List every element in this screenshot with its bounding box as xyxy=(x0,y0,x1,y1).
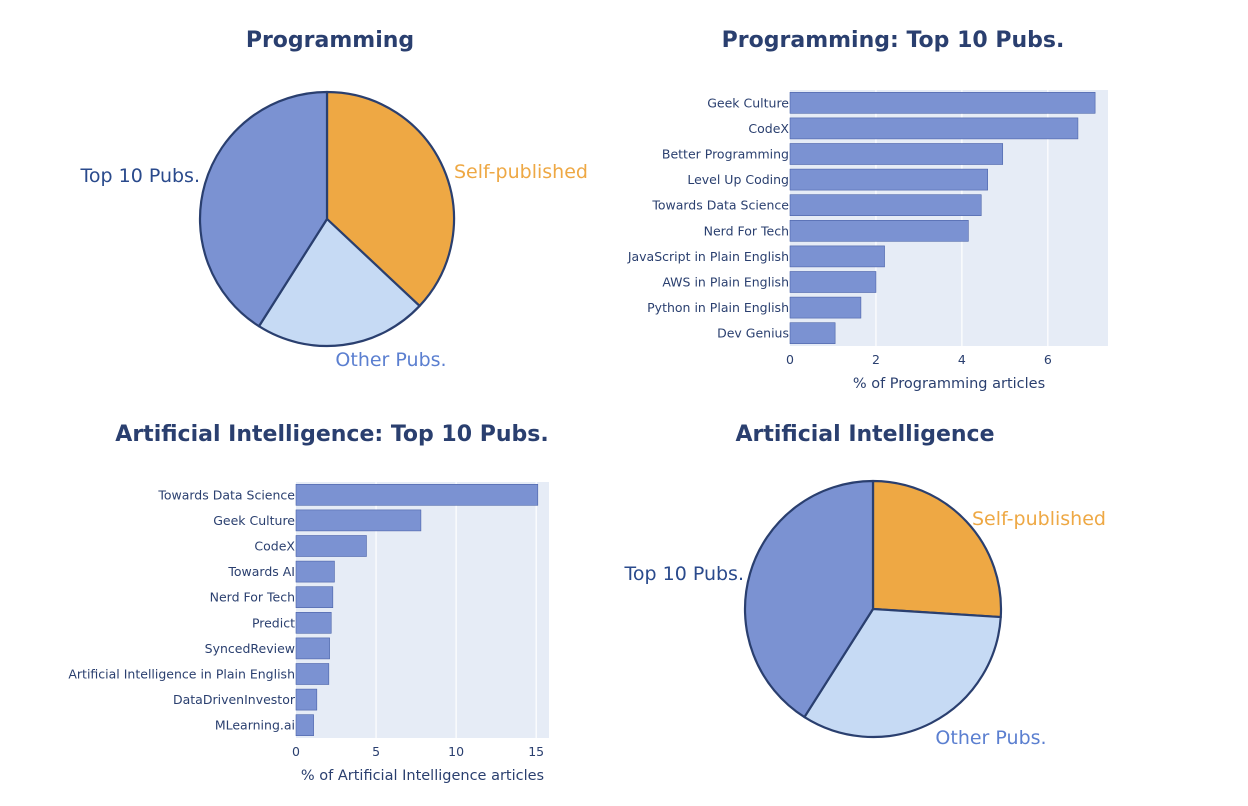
bar-nerd-for-tech xyxy=(789,220,969,242)
pie-slice-top-10-pubs xyxy=(198,90,329,328)
category-label-javascript-in-plain-english: JavaScript in Plain English xyxy=(627,249,789,264)
bar-syncedreview xyxy=(295,637,330,660)
pie-slice-self-published xyxy=(325,90,456,308)
bar-level-up-coding xyxy=(789,168,988,191)
category-label-syncedreview: SyncedReview xyxy=(205,641,295,656)
bar-towards-data-science xyxy=(789,194,982,216)
bar-datadriveninvestor xyxy=(295,688,318,711)
category-label-nerd-for-tech: Nerd For Tech xyxy=(210,590,295,605)
pie-label-other-pubs: Other Pubs. xyxy=(935,727,1046,749)
category-label-dev-genius: Dev Genius xyxy=(717,326,789,341)
bar-towards-data-science xyxy=(295,484,539,506)
category-label-mlearning-ai: MLearning.ai xyxy=(215,718,295,733)
category-label-towards-data-science: Towards Data Science xyxy=(157,487,295,502)
programming-bar-title: Programming: Top 10 Pubs. xyxy=(721,28,1065,53)
x-axis-title: % of Programming articles xyxy=(853,376,1045,392)
category-label-codex: CodeX xyxy=(748,121,789,136)
category-label-artificial-intelligence-in-plain-english: Artificial Intelligence in Plain English xyxy=(68,667,295,682)
programming-pie-panel: Programming Self-published Other Pubs. Top… xyxy=(0,0,624,400)
x-axis-title: % of Artificial Intelligence articles xyxy=(301,768,544,784)
bar-geek-culture xyxy=(789,92,1096,114)
category-label-level-up-coding: Level Up Coding xyxy=(687,172,789,187)
x-tick-label: 10 xyxy=(448,744,464,759)
programming-bar-panel: Programming: Top 10 Pubs. Geek Culture Co… xyxy=(624,0,1248,400)
category-label-python-in-plain-english: Python in Plain English xyxy=(647,300,789,315)
category-label-codex: CodeX xyxy=(254,539,295,554)
pie-slice-self-published xyxy=(871,479,1003,619)
pie-label-self-published: Self-published xyxy=(972,508,1106,530)
bar-dev-genius xyxy=(789,322,836,344)
bar-aws-in-plain-english xyxy=(789,271,877,293)
bar-predict xyxy=(295,612,332,634)
category-label-nerd-for-tech: Nerd For Tech xyxy=(704,223,789,238)
programming-pie-title: Programming xyxy=(245,28,415,53)
bar-codex xyxy=(789,117,1079,140)
bar-python-in-plain-english xyxy=(789,296,862,319)
bar-better-programming xyxy=(789,143,1004,165)
category-label-aws-in-plain-english: AWS in Plain English xyxy=(662,275,789,290)
category-label-datadriveninvestor: DataDrivenInvestor xyxy=(173,692,296,707)
x-tick-label: 0 xyxy=(292,744,300,759)
x-tick-label: 15 xyxy=(528,744,544,759)
ai-bar-panel: Artificial Intelligence: Top 10 Pubs. To… xyxy=(0,400,624,806)
bar-geek-culture xyxy=(295,509,422,532)
ai-bar-title: Artificial Intelligence: Top 10 Pubs. xyxy=(115,422,549,447)
x-tick-label: 4 xyxy=(958,352,966,367)
bar-codex xyxy=(295,535,367,557)
ai-pie-chart: Self-published Other Pubs. Top 10 Pubs. xyxy=(624,479,1106,749)
programming-bar-chart: Geek Culture CodeX Better Programming Level… xyxy=(627,90,1108,392)
x-tick-label: 5 xyxy=(372,744,380,759)
ai-pie-panel: Artificial Intelligence Self-published Ot… xyxy=(624,400,1248,806)
bar-artificial-intelligence-in-plain-english xyxy=(295,663,330,685)
pie-slice-top-10-pubs xyxy=(743,479,875,719)
bar-mlearning-ai xyxy=(295,714,314,736)
pie-label-top-10-pubs: Top 10 Pubs. xyxy=(80,165,200,187)
category-label-towards-data-science: Towards Data Science xyxy=(651,198,789,213)
x-tick-label: 6 xyxy=(1044,352,1052,367)
bar-towards-ai xyxy=(295,560,335,583)
category-label-geek-culture: Geek Culture xyxy=(707,95,789,110)
category-label-geek-culture: Geek Culture xyxy=(213,513,295,528)
category-label-towards-ai: Towards AI xyxy=(227,564,295,579)
pie-label-top-10-pubs: Top 10 Pubs. xyxy=(624,563,744,585)
category-label-better-programming: Better Programming xyxy=(662,147,789,162)
pie-label-self-published: Self-published xyxy=(454,161,588,183)
x-tick-label: 0 xyxy=(786,352,794,367)
ai-bar-chart: Towards Data Science Geek Culture CodeX Tow… xyxy=(68,482,549,784)
category-label-predict: Predict xyxy=(252,615,295,630)
x-tick-label: 2 xyxy=(872,352,880,367)
pie-slice-other-pubs xyxy=(257,217,421,348)
bar-nerd-for-tech xyxy=(295,586,334,608)
bar-javascript-in-plain-english xyxy=(789,245,885,268)
pie-label-other-pubs: Other Pubs. xyxy=(335,349,446,371)
programming-pie-chart: Self-published Other Pubs. Top 10 Pubs. xyxy=(80,90,588,371)
ai-pie-title: Artificial Intelligence xyxy=(735,422,995,447)
